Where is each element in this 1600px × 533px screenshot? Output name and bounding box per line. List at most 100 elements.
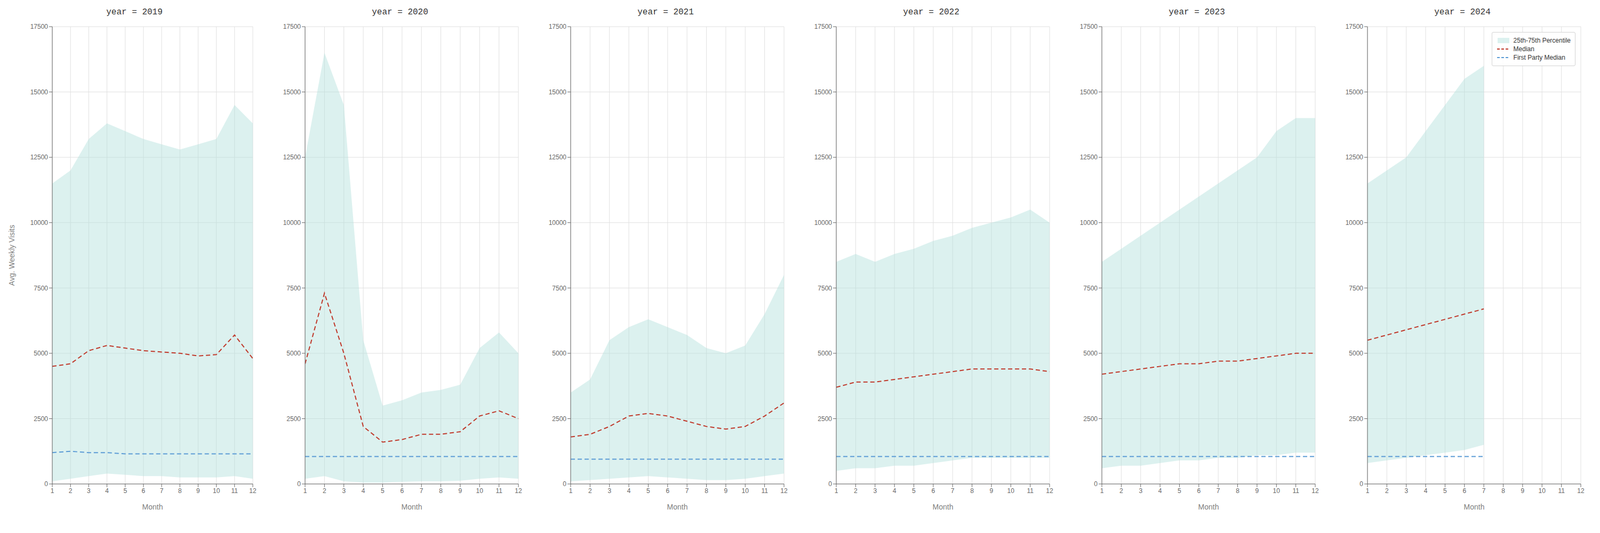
svg-text:9: 9 — [196, 487, 200, 495]
svg-text:17500: 17500 — [283, 22, 302, 31]
svg-text:0: 0 — [1359, 480, 1364, 488]
svg-text:7: 7 — [160, 487, 164, 495]
svg-text:12500: 12500 — [1080, 153, 1099, 162]
svg-text:11: 11 — [761, 487, 768, 495]
svg-text:11: 11 — [1026, 487, 1034, 495]
svg-text:7500: 7500 — [552, 284, 567, 293]
svg-text:7500: 7500 — [1348, 284, 1364, 293]
svg-text:15000: 15000 — [548, 88, 567, 96]
svg-text:5: 5 — [123, 487, 127, 495]
svg-text:7: 7 — [685, 487, 690, 495]
svg-text:2: 2 — [1385, 487, 1389, 495]
svg-text:Month: Month — [1198, 502, 1220, 512]
svg-text:6: 6 — [1462, 487, 1467, 495]
svg-text:9: 9 — [1521, 487, 1525, 495]
svg-text:10: 10 — [1007, 487, 1015, 495]
svg-text:4: 4 — [105, 487, 109, 495]
svg-text:12: 12 — [1577, 487, 1585, 495]
svg-text:5: 5 — [380, 487, 385, 495]
svg-text:10000: 10000 — [1080, 219, 1099, 227]
svg-text:12500: 12500 — [30, 153, 49, 162]
svg-text:Month: Month — [932, 502, 954, 512]
svg-text:7500: 7500 — [1083, 284, 1098, 293]
svg-text:4: 4 — [1158, 487, 1163, 495]
svg-text:1: 1 — [50, 487, 55, 495]
svg-text:17500: 17500 — [30, 22, 49, 31]
svg-text:5: 5 — [912, 487, 916, 495]
svg-text:2500: 2500 — [33, 415, 48, 423]
svg-text:3: 3 — [341, 487, 346, 495]
svg-text:4: 4 — [1424, 487, 1428, 495]
svg-text:10000: 10000 — [1345, 219, 1364, 227]
svg-text:5000: 5000 — [1083, 349, 1098, 358]
svg-text:2500: 2500 — [1083, 415, 1098, 423]
svg-text:1: 1 — [569, 487, 573, 495]
svg-text:6: 6 — [400, 487, 404, 495]
svg-text:17500: 17500 — [1080, 22, 1099, 31]
svg-text:5: 5 — [1443, 487, 1447, 495]
svg-text:10: 10 — [1538, 487, 1547, 495]
svg-text:0: 0 — [562, 480, 567, 488]
svg-text:3: 3 — [607, 487, 612, 495]
svg-text:0: 0 — [828, 480, 832, 488]
svg-text:10: 10 — [741, 487, 750, 495]
svg-text:2: 2 — [1119, 487, 1124, 495]
svg-text:12: 12 — [780, 487, 788, 495]
svg-text:10000: 10000 — [814, 219, 833, 227]
svg-text:5000: 5000 — [33, 349, 48, 358]
svg-text:1: 1 — [1365, 487, 1370, 495]
svg-text:12500: 12500 — [548, 153, 567, 162]
svg-text:6: 6 — [931, 487, 935, 495]
svg-text:5000: 5000 — [552, 349, 567, 358]
svg-text:2500: 2500 — [1348, 415, 1364, 423]
svg-text:7500: 7500 — [286, 284, 301, 293]
svg-text:Month: Month — [142, 502, 164, 512]
svg-text:12500: 12500 — [1345, 153, 1364, 162]
svg-text:5000: 5000 — [817, 349, 832, 358]
svg-text:12500: 12500 — [814, 153, 833, 162]
svg-text:12500: 12500 — [283, 153, 302, 162]
svg-text:11: 11 — [495, 487, 503, 495]
svg-text:6: 6 — [665, 487, 670, 495]
svg-text:3: 3 — [1404, 487, 1408, 495]
svg-text:0: 0 — [44, 480, 48, 488]
svg-text:15000: 15000 — [1080, 88, 1099, 96]
svg-text:Month: Month — [401, 502, 423, 512]
svg-text:7500: 7500 — [33, 284, 48, 293]
svg-text:12: 12 — [514, 487, 523, 495]
svg-text:10000: 10000 — [283, 219, 302, 227]
svg-text:7: 7 — [950, 487, 955, 495]
svg-text:0: 0 — [297, 480, 301, 488]
svg-text:9: 9 — [458, 487, 463, 495]
svg-text:7: 7 — [1216, 487, 1221, 495]
svg-text:Month: Month — [667, 502, 688, 512]
svg-text:2: 2 — [68, 487, 73, 495]
svg-text:Avg. Weekly Visits: Avg. Weekly Visits — [7, 225, 16, 286]
svg-text:15000: 15000 — [814, 88, 833, 96]
svg-text:15000: 15000 — [30, 88, 49, 96]
svg-text:5: 5 — [1177, 487, 1182, 495]
svg-text:10: 10 — [476, 487, 484, 495]
svg-text:9: 9 — [724, 487, 728, 495]
svg-text:2: 2 — [853, 487, 858, 495]
svg-text:17500: 17500 — [1345, 22, 1364, 31]
svg-text:5000: 5000 — [286, 349, 301, 358]
svg-text:4: 4 — [361, 487, 366, 495]
svg-text:6: 6 — [1196, 487, 1201, 495]
svg-text:15000: 15000 — [1345, 88, 1364, 96]
svg-text:5: 5 — [646, 487, 651, 495]
svg-text:10000: 10000 — [30, 219, 49, 227]
svg-text:15000: 15000 — [283, 88, 302, 96]
svg-text:2500: 2500 — [817, 415, 832, 423]
svg-text:7: 7 — [1482, 487, 1486, 495]
svg-text:10: 10 — [212, 487, 221, 495]
svg-text:8: 8 — [438, 487, 443, 495]
svg-text:10000: 10000 — [548, 219, 567, 227]
svg-text:1: 1 — [303, 487, 308, 495]
svg-text:3: 3 — [86, 487, 91, 495]
svg-text:5000: 5000 — [1348, 349, 1364, 358]
svg-text:Month: Month — [1464, 502, 1485, 512]
svg-text:7500: 7500 — [817, 284, 832, 293]
svg-text:17500: 17500 — [548, 22, 567, 31]
svg-text:8: 8 — [704, 487, 709, 495]
